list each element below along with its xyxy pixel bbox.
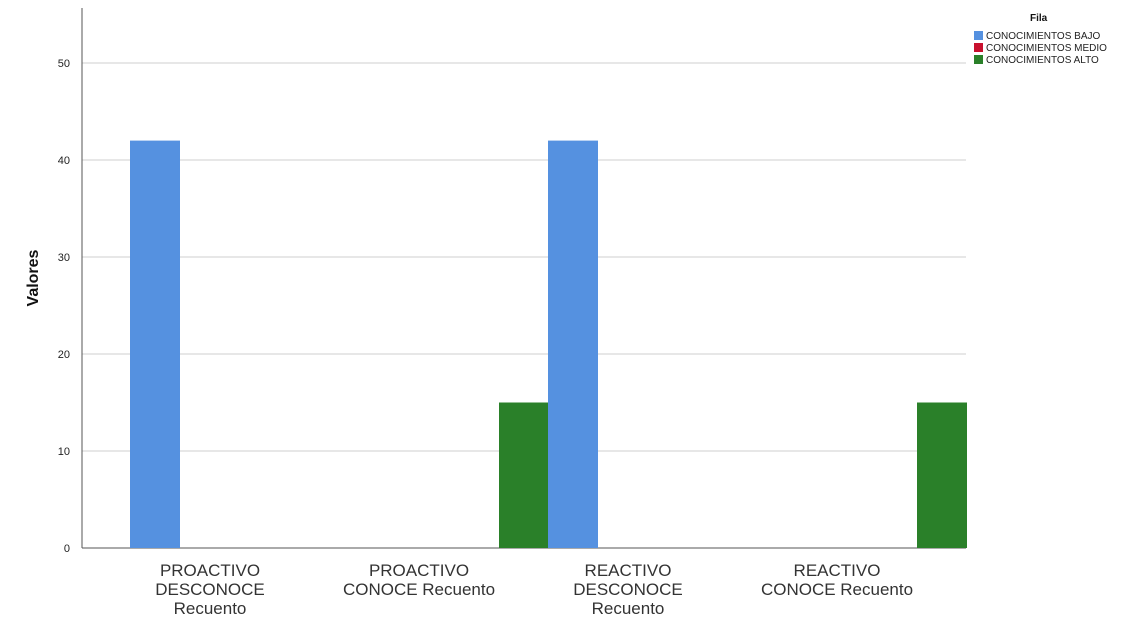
legend-title: Fila xyxy=(1030,13,1048,24)
legend-label: CONOCIMIENTOS BAJO xyxy=(986,31,1100,42)
legend-swatch xyxy=(974,43,983,52)
y-tick-label: 10 xyxy=(58,446,70,458)
y-tick-label: 30 xyxy=(58,252,70,264)
y-tick-label: 20 xyxy=(58,349,70,361)
x-category-label: REACTIVO CONOCE Recuento xyxy=(761,561,913,599)
bar xyxy=(130,140,180,548)
bar xyxy=(548,140,598,548)
legend-label: CONOCIMIENTOS ALTO xyxy=(986,55,1099,66)
y-tick-label: 40 xyxy=(58,155,70,167)
legend-swatch xyxy=(974,55,983,64)
bar xyxy=(917,402,967,548)
x-category-label: PROACTIVO DESCONOCE Recuento xyxy=(155,561,265,618)
y-tick-label: 50 xyxy=(58,58,70,70)
legend-swatch xyxy=(974,31,983,40)
legend-label: CONOCIMIENTOS MEDIO xyxy=(986,43,1107,54)
y-tick-label: 0 xyxy=(64,543,70,555)
bars xyxy=(130,140,967,548)
y-axis-label: Valores xyxy=(25,249,42,306)
gridlines xyxy=(82,62,966,452)
category-labels: PROACTIVO DESCONOCE Recuento PROACTIVO CONOC… xyxy=(155,561,913,618)
x-category-label: REACTIVO DESCONOCE Recuento xyxy=(573,561,683,618)
y-axis: 0 10 20 30 40 50 xyxy=(58,8,83,555)
bar xyxy=(499,402,549,548)
x-category-label: PROACTIVO CONOCE Recuento xyxy=(343,561,495,599)
